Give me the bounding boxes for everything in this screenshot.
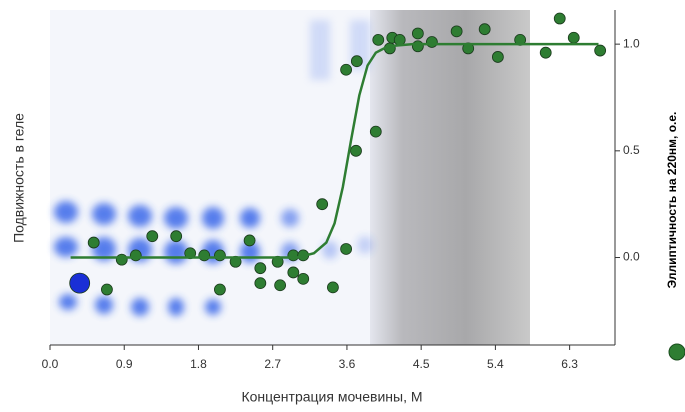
data-point	[198, 249, 211, 262]
fit-line	[70, 42, 599, 259]
data-point	[594, 44, 607, 57]
gel-image	[50, 10, 615, 345]
x-axis-label: Концентрация мочевины, М	[241, 389, 422, 405]
data-point	[274, 279, 287, 292]
x-tick-label: 2.7	[264, 357, 281, 371]
y-axis-label: Подвижность в геле	[11, 113, 27, 243]
data-point	[567, 31, 580, 44]
data-point	[340, 243, 353, 255]
data-point	[316, 198, 329, 211]
x-tick-label: 1.8	[190, 357, 207, 371]
data-point	[553, 12, 566, 25]
data-point	[214, 283, 226, 296]
x-tick-label: 0.0	[42, 357, 59, 371]
data-point	[254, 262, 267, 275]
x-tick-label: 0.9	[116, 357, 133, 371]
x-tick-label: 3.6	[339, 357, 356, 371]
data-point	[254, 277, 267, 290]
data-point	[350, 144, 362, 157]
data-point	[478, 23, 491, 36]
data-point	[129, 249, 142, 262]
legend-marker	[668, 343, 685, 361]
data-point	[243, 234, 256, 247]
data-point	[369, 125, 382, 138]
x-tick-label: 6.3	[561, 357, 578, 371]
y2-tick-label: 1.0	[623, 36, 640, 50]
data-point	[101, 283, 113, 296]
data-point	[170, 230, 183, 243]
data-point	[372, 33, 385, 46]
data-point	[287, 249, 300, 262]
data-point	[411, 40, 424, 53]
data-point	[450, 25, 463, 38]
data-point	[327, 281, 339, 294]
data-point	[350, 55, 363, 68]
y2-axis-label: Эллиптичность на 220нм, о.е.	[665, 112, 679, 289]
data-point	[340, 63, 353, 76]
data-point	[69, 272, 91, 294]
data-point	[297, 272, 310, 285]
y2-tick-label: 0.0	[623, 250, 640, 264]
data-point	[214, 249, 226, 262]
data-point	[491, 51, 504, 63]
data-point	[539, 46, 552, 59]
y2-tick-label: 0.5	[623, 143, 640, 157]
data-point	[87, 236, 100, 249]
x-tick-label: 5.4	[487, 357, 504, 371]
x-tick-label: 4.5	[413, 357, 430, 371]
data-point	[425, 36, 438, 48]
data-point	[115, 253, 128, 266]
data-point	[146, 230, 159, 243]
data-point	[411, 27, 424, 40]
data-point	[287, 266, 300, 279]
